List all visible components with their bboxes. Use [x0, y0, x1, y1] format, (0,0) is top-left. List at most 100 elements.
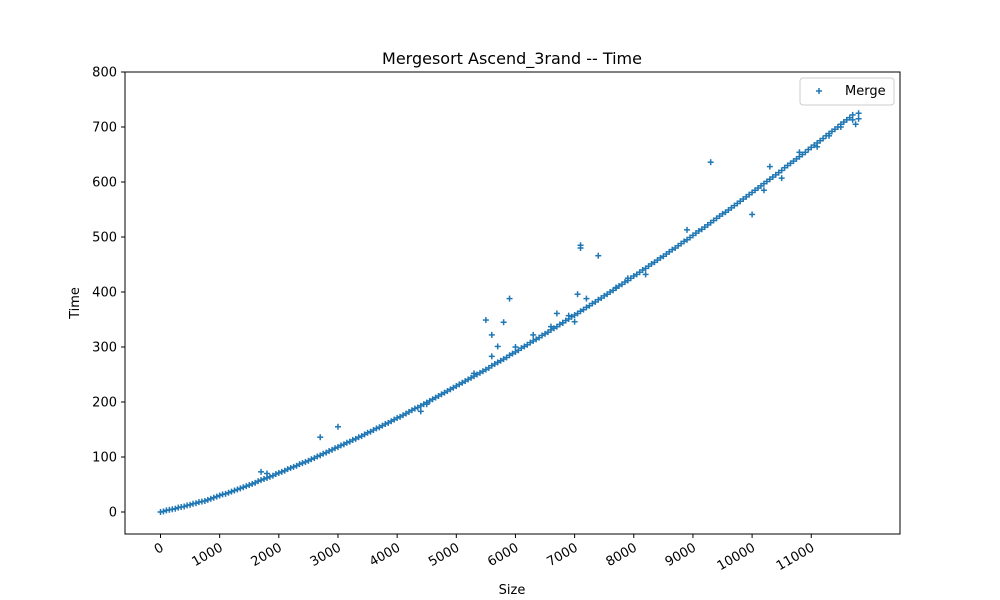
data-point [332, 445, 339, 452]
data-point [749, 211, 756, 218]
data-point [296, 461, 303, 468]
data-point [704, 221, 711, 228]
data-point [184, 502, 191, 509]
data-point [515, 347, 522, 354]
data-point [533, 336, 540, 343]
data-point [201, 498, 208, 504]
data-point [852, 121, 859, 128]
data-point [592, 298, 599, 305]
data-point [530, 331, 537, 338]
data-point [621, 279, 628, 286]
y-tick-label: 200 [92, 396, 117, 411]
data-point [512, 344, 519, 350]
data-point [639, 267, 646, 273]
data-point [568, 313, 575, 320]
data-point [258, 468, 265, 475]
data-point [796, 149, 803, 156]
data-point [290, 463, 297, 470]
data-point [210, 494, 217, 501]
data-point [686, 234, 693, 241]
data-point [778, 175, 785, 182]
data-point [539, 332, 546, 339]
y-tick-label: 100 [92, 451, 117, 466]
data-point [775, 169, 782, 176]
data-point [444, 388, 451, 394]
data-point [757, 182, 764, 189]
data-point [438, 391, 445, 398]
data-point [716, 213, 723, 220]
y-tick-label: 0 [109, 506, 117, 521]
data-point [160, 508, 167, 515]
data-point [521, 343, 528, 350]
y-tick-label: 800 [92, 66, 117, 81]
data-point [681, 238, 688, 245]
data-point [698, 226, 705, 233]
legend-marker-plus [816, 88, 822, 94]
data-point [500, 319, 507, 326]
data-points [157, 110, 862, 515]
data-point [746, 191, 753, 198]
data-point [692, 230, 699, 237]
data-point [326, 447, 333, 454]
data-point [249, 480, 256, 487]
data-point [559, 319, 566, 326]
data-point [479, 368, 486, 375]
data-point [547, 323, 554, 330]
data-point [855, 110, 862, 117]
data-point [482, 317, 489, 324]
data-point [234, 486, 241, 493]
data-point [488, 331, 495, 338]
data-point [456, 381, 463, 388]
data-point [314, 453, 321, 460]
data-point [826, 132, 833, 139]
data-point [657, 254, 664, 261]
data-point [258, 477, 265, 484]
data-point [275, 469, 282, 476]
legend-box [799, 77, 895, 106]
data-point [240, 484, 247, 491]
data-point [766, 163, 773, 170]
data-point [317, 434, 324, 441]
data-point [320, 450, 327, 457]
data-point [586, 302, 593, 309]
data-point [166, 506, 173, 513]
data-point [266, 473, 273, 480]
data-point [462, 378, 469, 385]
data-point [385, 419, 392, 426]
plot-frame [124, 71, 901, 535]
data-point [391, 416, 398, 423]
data-point [684, 226, 691, 233]
data-point [243, 483, 250, 490]
data-point [580, 306, 587, 313]
data-point [485, 364, 492, 371]
data-point [565, 312, 572, 319]
data-point [553, 310, 560, 317]
data-point [207, 495, 214, 502]
data-point [752, 187, 759, 194]
data-point [763, 178, 770, 185]
data-point [263, 470, 270, 477]
y-tick-label: 500 [92, 231, 117, 246]
data-point [544, 329, 551, 336]
data-point [272, 471, 279, 478]
data-point [361, 431, 368, 438]
data-point [349, 436, 356, 443]
data-point [403, 410, 410, 417]
x-axis-label: Size [499, 583, 526, 598]
y-tick-label: 600 [92, 176, 117, 191]
data-point [302, 458, 309, 465]
data-point [287, 465, 294, 471]
data-point [308, 456, 315, 463]
data-point [595, 252, 602, 259]
data-point [506, 295, 513, 302]
data-point [213, 493, 220, 500]
data-point [675, 242, 682, 249]
data-point [613, 284, 620, 291]
data-point [379, 422, 386, 429]
data-point [491, 361, 498, 368]
data-point [334, 423, 341, 430]
data-point [468, 374, 475, 381]
data-point [769, 174, 776, 181]
data-point [651, 259, 658, 266]
data-point [228, 488, 235, 495]
